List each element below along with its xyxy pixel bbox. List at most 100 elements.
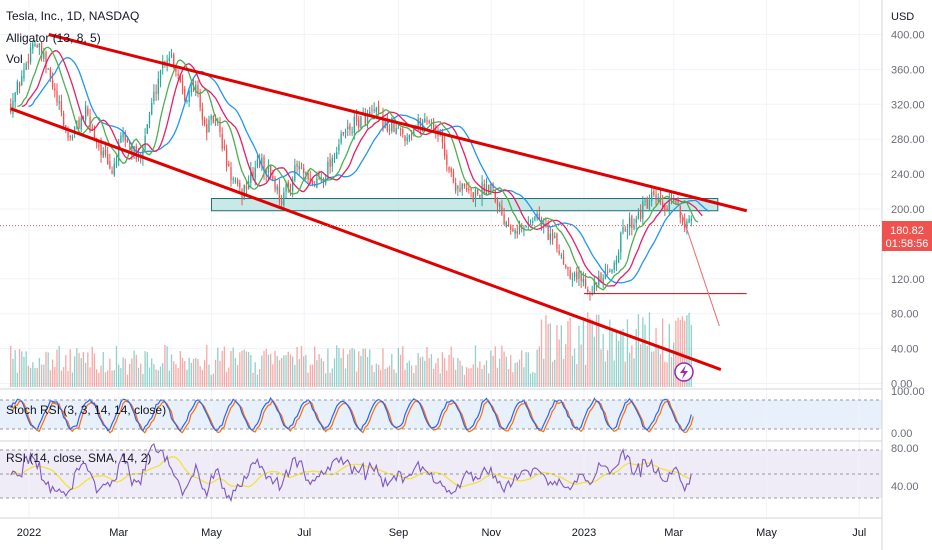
candle	[681, 216, 684, 226]
candle-body	[366, 113, 369, 125]
candle-body	[448, 166, 450, 171]
candle	[153, 84, 155, 105]
volume-bar	[494, 346, 496, 387]
candle-body	[549, 233, 551, 241]
candle-body	[67, 131, 69, 139]
candle	[393, 122, 395, 133]
candle	[637, 208, 640, 220]
candle-body	[278, 186, 281, 202]
alligator-teeth	[21, 50, 703, 287]
candle-body	[201, 108, 204, 120]
alligator-legend[interactable]: Alligator (13, 8, 5)	[6, 31, 101, 45]
volume-bar	[637, 314, 640, 387]
candle	[157, 71, 159, 101]
candle-body	[267, 165, 270, 173]
volume-bar	[21, 351, 23, 387]
volume-bar	[325, 373, 327, 387]
candle-body	[223, 146, 226, 148]
volume-bar	[591, 320, 593, 387]
candle	[234, 177, 237, 184]
volume-bar	[410, 365, 413, 387]
candle	[12, 93, 14, 118]
candle-body	[441, 129, 444, 143]
candle	[54, 83, 56, 98]
volume-legend[interactable]: Vol	[6, 52, 23, 66]
candle-body	[505, 221, 507, 228]
trend-drawings	[0, 33, 882, 371]
price-axis[interactable]: USD 400.00 360.00 320.00 280.00 240.00 200.00…	[891, 11, 925, 493]
volume-bar	[505, 356, 507, 387]
volume-bar	[633, 358, 635, 387]
candle-body	[338, 144, 340, 151]
candle-body	[10, 104, 12, 113]
channel-upper-line	[48, 33, 748, 213]
volume-bar	[168, 370, 170, 387]
candle-body	[622, 226, 624, 233]
candle-body	[56, 90, 58, 103]
volume-bar	[18, 349, 21, 387]
candle	[16, 79, 19, 95]
candle-body	[245, 185, 248, 189]
candle	[604, 263, 607, 280]
volume-bar	[525, 352, 527, 387]
candle-body	[470, 188, 472, 191]
volume-bar	[146, 352, 148, 387]
candle	[424, 112, 426, 123]
volume-bar	[488, 373, 490, 387]
candle-body	[111, 170, 113, 174]
volume-bar	[650, 351, 653, 387]
candle-body	[666, 208, 668, 212]
price-tick-label: 200.00	[891, 204, 925, 216]
volume-bar	[397, 348, 400, 387]
candle-body	[186, 100, 188, 102]
candle-body	[677, 200, 679, 204]
volume-bar	[558, 339, 560, 387]
volume-bar	[65, 355, 67, 387]
volume-bar	[382, 348, 384, 387]
candle	[27, 53, 30, 70]
volume-bar	[510, 355, 512, 387]
volume-bar	[624, 361, 626, 387]
volume-bar	[501, 345, 503, 387]
volume-bar	[399, 354, 402, 387]
candle	[106, 146, 109, 165]
lightning-icon[interactable]	[674, 362, 694, 382]
volume-bar	[609, 319, 611, 387]
volume-bar	[115, 345, 118, 387]
volume-bar	[642, 317, 644, 387]
volume-bar	[686, 315, 688, 387]
rsi-line	[10, 443, 692, 503]
volume-bar	[23, 356, 25, 387]
volume-bar	[239, 352, 241, 387]
stoch-rsi-legend[interactable]: Stoch RSI (3, 3, 14, 14, close)	[6, 403, 166, 417]
candle-body	[635, 219, 637, 224]
candle	[551, 228, 554, 245]
candle	[395, 121, 397, 135]
candle	[481, 175, 483, 207]
candle-body	[80, 117, 82, 130]
candle-body	[355, 115, 358, 122]
candle-body	[639, 210, 642, 219]
volume-bar	[556, 325, 558, 387]
volume-bar	[166, 346, 168, 387]
time-axis[interactable]: 2022 Mar May Jul Sep Nov 2023 Mar May Jul	[17, 527, 866, 539]
volume-bar	[606, 350, 609, 387]
candle	[606, 264, 609, 276]
stoch-tick-label: 100.00	[891, 386, 925, 398]
candle	[534, 215, 536, 222]
volume-bar	[269, 353, 272, 387]
candle-body	[109, 161, 111, 169]
candle-body	[551, 233, 554, 240]
volume-bar	[87, 352, 89, 387]
volume-bar	[214, 359, 217, 387]
candle-body	[29, 47, 32, 62]
volume-bar	[631, 345, 633, 387]
candle-body	[287, 181, 289, 188]
volume-bar	[547, 323, 549, 387]
candle	[615, 255, 618, 272]
volume-bar	[496, 367, 499, 387]
volume-bar	[12, 358, 14, 387]
rsi-legend[interactable]: RSI (14, close, SMA, 14, 2)	[6, 451, 151, 465]
volume-bar	[232, 347, 234, 387]
